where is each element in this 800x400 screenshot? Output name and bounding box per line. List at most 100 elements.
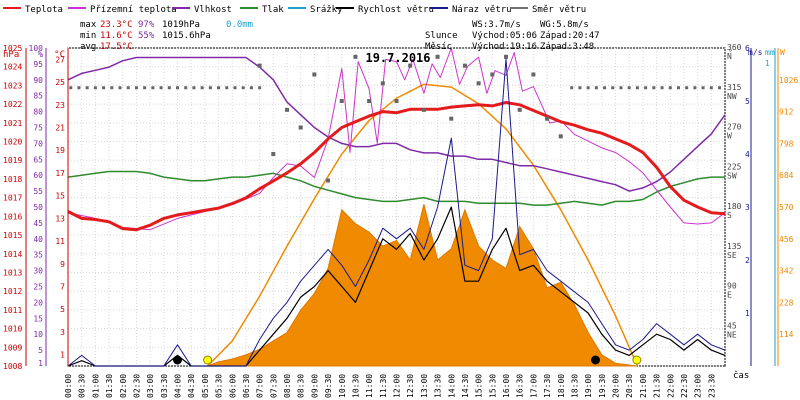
wind-direction-point (249, 86, 253, 90)
dir-axis-tick: 135 (727, 242, 742, 251)
x-axis-tick: 07:00 (256, 374, 265, 398)
wind-direction-point (102, 86, 106, 90)
x-axis-tick: 04:00 (174, 374, 183, 398)
dir-axis-tick: 270 (727, 123, 742, 132)
w-axis-tick: 342 (779, 267, 794, 276)
dir-axis-compass: SE (727, 251, 737, 260)
wind-direction-point (449, 116, 454, 121)
hpa-axis-tick: 1012 (3, 287, 22, 296)
wind-direction-point (233, 86, 237, 90)
sun-label: Slunce (425, 31, 458, 41)
wind-gust-summary: WG:5.8m/s (540, 20, 589, 30)
dir-axis-compass: N (727, 52, 732, 61)
wind-direction-point (326, 178, 331, 183)
x-axis-tick: 18:00 (557, 374, 566, 398)
x-axis-tick: 12:30 (406, 374, 415, 398)
wind-direction-point (126, 86, 130, 90)
wind-direction-point (476, 81, 481, 86)
degc-axis-tick: 15 (55, 192, 65, 201)
x-axis-tick: 10:00 (338, 374, 347, 398)
w-axis-tick: 798 (779, 139, 794, 148)
wind-direction-point (298, 125, 303, 130)
hpa-axis-tick: 1022 (3, 100, 22, 109)
stats-max-hum: 97% (138, 20, 155, 30)
hpa-axis-tick: 1017 (3, 194, 22, 203)
wind-direction-point (118, 86, 122, 90)
wind-direction-point (517, 107, 522, 112)
wind-direction-point (603, 86, 607, 90)
x-axis-tick: 17:00 (529, 374, 538, 398)
x-axis-tick: 15:00 (475, 374, 484, 398)
dir-axis-compass: S (727, 211, 732, 220)
stats-block: max 23.3°C 97% 1019hPa 0.0mm min 11.6°C … (80, 20, 253, 52)
stats-avg-label: avg (80, 42, 96, 52)
wind-direction-point (159, 86, 163, 90)
pct-axis-tick: 100 (29, 44, 44, 53)
sun-marker-icon (632, 355, 642, 365)
legend-label-humidity: Vlhkost (194, 5, 232, 15)
time-axis-label: čas (733, 370, 749, 381)
wind-direction-point (676, 86, 680, 90)
x-axis-tick: 04:30 (187, 374, 196, 398)
w-axis-tick: 228 (779, 298, 794, 307)
pct-axis-tick: 55 (33, 187, 43, 196)
stats-max-pres: 1019hPa (162, 20, 200, 30)
wind-direction-point (685, 86, 689, 90)
pct-axis-tick: 1 (38, 359, 43, 368)
legend-label-dir: Směr větru (532, 5, 586, 15)
x-axis-tick: 20:30 (625, 374, 634, 398)
wind-direction-point (285, 107, 289, 112)
x-axis-tick: 05:30 (215, 374, 224, 398)
hpa-axis-tick: 1019 (3, 156, 22, 165)
wind-direction-point (271, 152, 276, 156)
x-axis-tick: 00:00 (64, 374, 73, 398)
x-axis-tick: 13:30 (434, 374, 443, 398)
degc-axis-tick: 23 (55, 101, 65, 110)
pct-axis-tick: 45 (33, 219, 43, 228)
wind-direction-point (258, 86, 262, 90)
hpa-axis-tick: 1010 (3, 325, 22, 334)
wind-direction-point (380, 81, 385, 86)
series-layer (67, 47, 726, 367)
w-axis-unit: W (780, 48, 785, 57)
pct-axis-tick: 60 (33, 171, 43, 180)
x-axis-tick: 20:00 (612, 374, 621, 398)
x-axis-tick: 14:30 (461, 374, 470, 398)
legend-layer: Teplota Přízemní teplota Vlhkost Tlak Srážky… (3, 5, 586, 15)
stats-min-pres: 1015.6hPa (162, 31, 211, 41)
wind-direction-point (709, 86, 713, 90)
clear-sky-radiation-line (207, 83, 639, 367)
markers-layer (173, 355, 642, 365)
moon-rise: Východ:19:16 (472, 42, 537, 52)
wind-direction-point (421, 107, 426, 112)
wind-direction-point (217, 86, 221, 90)
wind-direction-point (192, 86, 196, 90)
x-axis-tick: 21:00 (639, 374, 648, 398)
wind-direction-point (490, 72, 495, 77)
wind-direction-point (353, 54, 358, 59)
wind-direction-point (257, 63, 262, 68)
x-axis-tick: 10:30 (351, 374, 360, 398)
hpa-axis-tick: 1025 (3, 44, 22, 53)
x-axis-tick: 15:30 (488, 374, 497, 398)
dir-axis-compass: W (727, 132, 732, 141)
moon-marker-icon (591, 355, 601, 365)
wind-direction-point (558, 134, 563, 139)
x-axis-tick: 19:00 (584, 374, 593, 398)
wind-direction-point (110, 86, 114, 90)
x-axis-tick: 09:00 (310, 374, 319, 398)
hpa-axis-tick: 1014 (3, 250, 22, 259)
degc-axis-tick: 7 (60, 283, 65, 292)
hpa-axis-tick: 1020 (3, 138, 22, 147)
pct-axis-tick: 35 (33, 251, 43, 260)
pct-axis-tick: 30 (33, 267, 43, 276)
pct-axis-tick: 25 (33, 283, 43, 292)
wind-direction-point (701, 86, 705, 90)
wind-direction-point (435, 54, 440, 59)
pct-axis-tick: 10 (33, 330, 43, 339)
degc-axis-tick: 19 (55, 146, 65, 155)
hpa-axis-tick: 1021 (3, 119, 22, 128)
degc-axis-tick: 25 (55, 78, 65, 87)
x-axis-tick: 12:00 (393, 374, 402, 398)
